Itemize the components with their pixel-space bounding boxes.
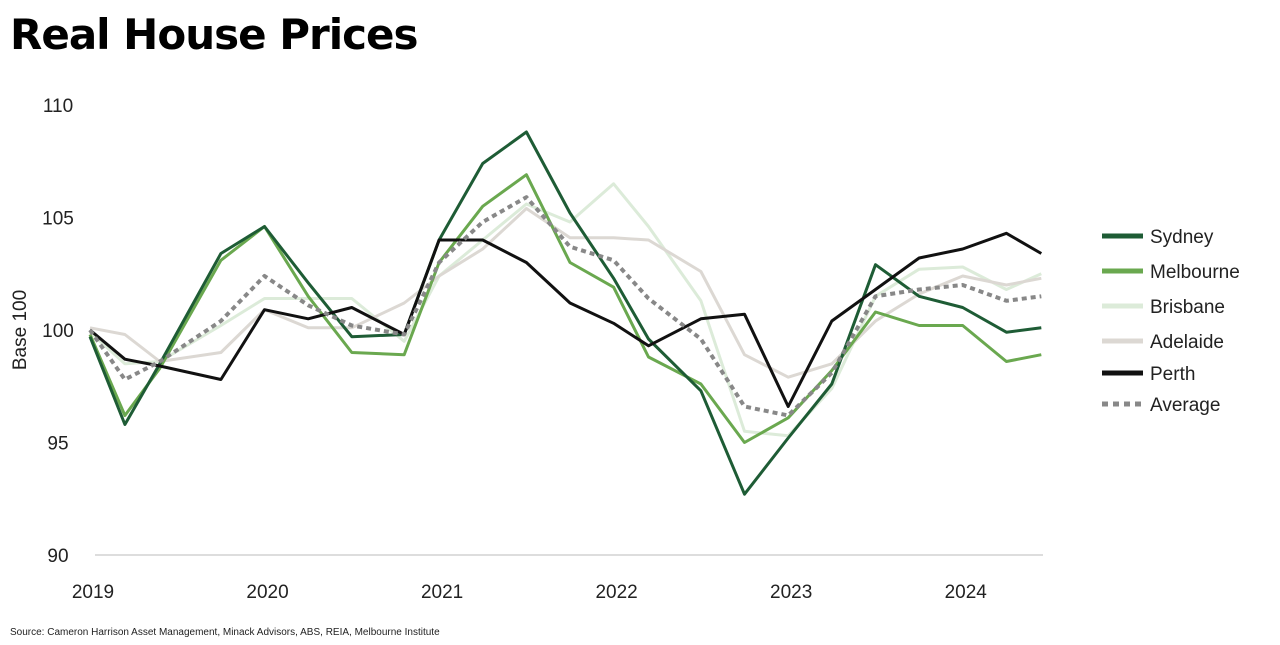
legend: Sydney Melbourne Brisbane Adelaide Perth Aver… (1102, 227, 1240, 416)
y-tick-label: 95 (47, 434, 68, 455)
legend-label-melbourne: Melbourne (1150, 262, 1240, 283)
y-tick-label: 100 (42, 321, 74, 342)
x-tick-label: 2019 (72, 582, 114, 603)
legend-label-brisbane: Brisbane (1150, 297, 1225, 318)
y-axis-ticks: 90 95 100 105 110 (42, 96, 74, 567)
legend-label-adelaide: Adelaide (1150, 332, 1224, 353)
y-tick-label: 90 (47, 546, 68, 567)
y-axis-label: Base 100 (10, 290, 31, 370)
x-axis-ticks: 2019 2020 2021 2022 2023 2024 (72, 582, 987, 603)
chart-title: Real House Prices (10, 10, 418, 59)
series-line-sydney (88, 130, 1042, 496)
x-tick-label: 2021 (421, 582, 463, 603)
x-tick-label: 2022 (595, 582, 637, 603)
series-line-melbourne (88, 173, 1042, 444)
series-line-brisbane (88, 182, 1042, 438)
legend-label-average: Average (1150, 395, 1220, 416)
legend-label-sydney: Sydney (1150, 227, 1214, 248)
x-tick-label: 2024 (945, 582, 988, 603)
x-tick-label: 2023 (770, 582, 812, 603)
y-tick-label: 105 (42, 209, 74, 230)
x-tick-label: 2020 (246, 582, 288, 603)
series-line-adelaide (89, 207, 1042, 379)
series-line-perth (89, 231, 1043, 408)
series-lines (88, 130, 1043, 496)
legend-label-perth: Perth (1150, 364, 1195, 385)
y-tick-label: 110 (43, 96, 73, 117)
source-note: Source: Cameron Harrison Asset Managemen… (10, 627, 440, 638)
